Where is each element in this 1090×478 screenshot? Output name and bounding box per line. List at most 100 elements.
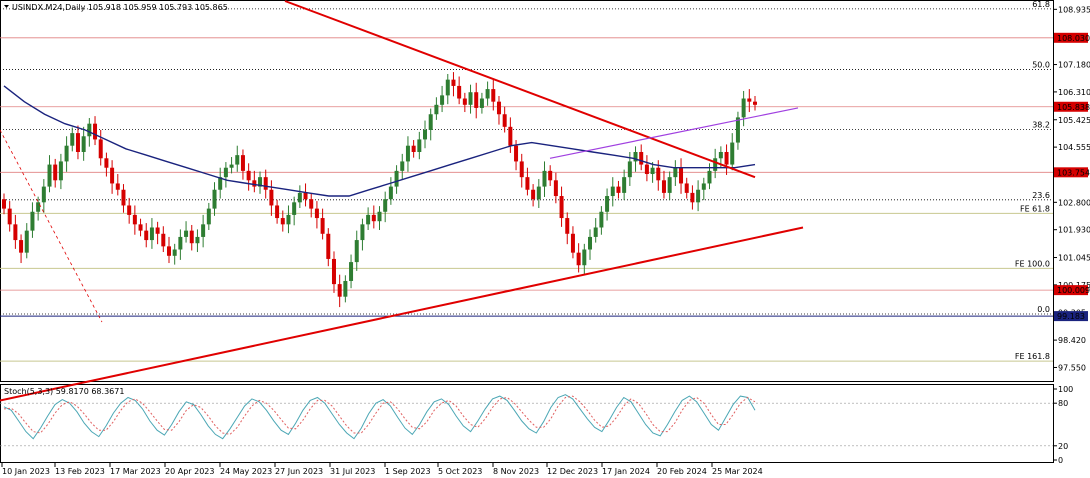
chart-title: USINDX.M24,Daily 105.918 105.959 105.793… [12,3,228,12]
candle-body [326,233,331,259]
candle-body [627,161,632,178]
candle-body [639,151,644,165]
candle-body [502,114,507,127]
candle-body [434,104,439,115]
candle-body [650,167,655,175]
candle-body [394,170,399,187]
candle-body [593,227,598,237]
price-tags: 108.030 105.838 103.754 100.009 99.183 [1054,32,1090,322]
candle-body [320,218,325,234]
price-tag-box [1054,167,1088,178]
stoch-frame [0,384,1054,463]
price-tag-label: 100.009 [1057,286,1090,295]
candle-body [195,236,200,244]
price-tag-box [1054,285,1088,296]
candle-body [531,189,536,200]
candle-body [132,214,137,225]
candle-body [735,117,740,143]
candle-body [553,180,558,197]
stoch-tick-label: 0 [1058,456,1063,465]
moving-average-line [3,85,756,197]
candle-body [491,89,496,102]
price-tag-box [1054,32,1088,43]
candle-body [235,155,240,165]
candle-body [713,158,718,171]
candle-body [47,164,52,187]
candle-body [582,249,587,266]
fib-level-label: 61.8 [1032,0,1050,9]
dotted-trend-line [0,129,103,323]
candle-body [121,189,126,206]
candle-body [138,224,143,231]
candle-body [656,167,661,181]
candle-body [747,98,752,102]
candle-body [7,208,12,225]
candle-body [64,145,69,162]
candle-body [514,145,519,162]
candle-body [605,196,610,212]
candle-body [212,189,217,209]
candle-body [411,145,416,152]
candle-body [155,227,160,234]
x-tick-label: 5 Oct 2023 [438,467,482,476]
candle-body [371,214,376,222]
candle-body [24,230,29,253]
price-tag-label: 108.030 [1057,34,1090,43]
candle-body [576,252,581,266]
candle-body [292,202,297,215]
candle-body [468,92,473,105]
candle-body [696,189,701,203]
x-tick-label: 13 Feb 2023 [55,467,105,476]
candle-body [189,230,194,244]
candle-body [104,158,109,168]
grid-lines [0,0,1054,463]
candle-body [58,161,63,181]
stoch-k-line [3,394,756,440]
candle-body [229,164,234,168]
candle-body [690,192,695,203]
candle-body [331,258,336,285]
candle-body [93,123,98,140]
candle-body [110,167,115,184]
stoch-d-line [3,395,756,435]
candle-body [2,199,6,209]
candle-body [423,129,428,140]
level-lines: 61.8 50.0 38.2 23.6 0.0 FE 61.8 FE 100.0 FE 161… [0,0,1053,362]
stoch-tick-label: 100 [1058,385,1073,394]
price-axis: 108.935 107.180 106.310 105.425 104.555 102.8… [1053,5,1090,372]
candle-body [405,145,410,162]
x-tick-label: 1 Sep 2023 [385,467,431,476]
price-tag-box [1054,311,1088,322]
candle-body [559,196,564,219]
time-axis: 10 Jan 2023 13 Feb 2023 17 Mar 2023 20 Apr … [1,463,763,476]
candle-body [218,177,223,190]
candle-body [730,142,735,165]
candle-body [479,98,484,108]
stochastic-panel: 100 80 20 0 [0,385,1073,465]
x-tick-label: 31 Jul 2023 [330,467,375,476]
y-tick-label: 108.935 [1058,5,1090,14]
candle-body [269,189,274,206]
y-tick-label: 98.420 [1058,336,1086,345]
x-tick-label: 8 Nov 2023 [493,467,539,476]
candle-body [184,230,189,237]
candle-body [252,180,257,187]
uptrend-line [0,226,804,402]
y-tick-label: 101.045 [1058,254,1090,263]
candle-body [303,192,308,200]
candle-body [360,224,365,241]
fib-level-label: 50.0 [1032,61,1050,70]
candle-body [286,214,291,225]
candle-body [144,230,149,241]
fe-level-label: FE 61.8 [1020,204,1050,213]
candle-body [309,199,314,209]
fib-level-label: 23.6 [1032,191,1050,200]
candle-body [684,183,689,193]
y-tick-label: 97.550 [1058,363,1086,372]
candle-body [741,98,746,118]
price-frame [0,0,1054,382]
candle-body [81,136,86,152]
candle-body [701,183,706,190]
collapse-arrow-icon[interactable] [4,5,9,8]
